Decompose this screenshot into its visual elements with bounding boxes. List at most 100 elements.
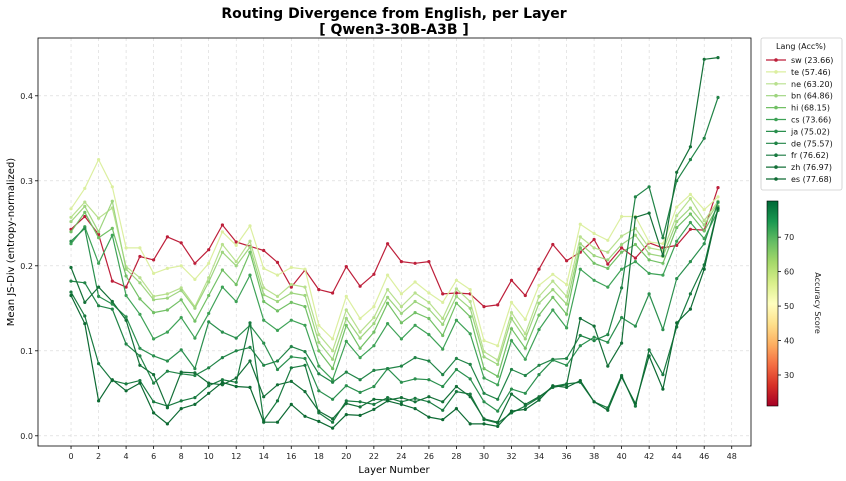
- plot-area: [37, 37, 752, 447]
- data-point-bn: [372, 322, 376, 326]
- y-tick-label: 0.0: [20, 432, 33, 441]
- data-point-bn: [317, 340, 321, 344]
- x-tick-label: 8: [179, 452, 184, 461]
- data-point-sw: [592, 237, 596, 242]
- series-bn: [69, 199, 720, 366]
- data-point-te: [468, 288, 472, 292]
- data-point-fr: [303, 363, 307, 367]
- data-point-ne: [647, 246, 651, 250]
- series-line-ja: [70, 201, 719, 412]
- data-point-ja: [578, 344, 582, 348]
- data-point-cs: [193, 336, 197, 340]
- data-point-te: [262, 266, 266, 270]
- data-point-zh: [358, 405, 362, 409]
- data-point-te: [647, 240, 651, 244]
- data-point-zh: [399, 396, 403, 400]
- x-tick-label: 10: [204, 452, 214, 461]
- chart-subtitle: [ Qwen3-30B-A3B ]: [319, 22, 469, 38]
- data-point-es: [179, 407, 183, 411]
- data-point-te: [152, 271, 156, 275]
- data-point-bn: [248, 245, 252, 249]
- colorbar-tick-label: 60: [784, 268, 794, 277]
- data-point-hi: [110, 226, 114, 230]
- data-point-ja: [441, 384, 445, 389]
- data-point-te: [716, 195, 720, 199]
- legend-label-de: de (75.57): [791, 139, 833, 148]
- data-point-te: [179, 264, 183, 268]
- data-point-es: [537, 398, 541, 402]
- data-point-bn: [592, 254, 596, 258]
- colorbar-ticks: 30 40 50 60 70: [778, 233, 794, 380]
- data-point-zh: [688, 145, 693, 149]
- legend-label-te: te (57.46): [791, 68, 831, 77]
- legend-marker-ne: [774, 82, 778, 86]
- data-point-ja: [468, 377, 472, 381]
- data-point-hi: [509, 327, 514, 331]
- data-point-de: [138, 354, 142, 358]
- data-point-cs: [468, 332, 472, 336]
- legend-label-ja: ja (75.02): [790, 127, 830, 136]
- data-point-zh: [413, 400, 417, 404]
- data-point-te: [441, 300, 445, 304]
- data-point-sw: [386, 242, 390, 246]
- data-point-sw: [509, 278, 514, 282]
- data-point-hi: [688, 212, 693, 216]
- data-point-zh: [262, 395, 266, 399]
- data-point-hi: [165, 308, 169, 312]
- data-point-ja: [179, 348, 183, 352]
- data-point-es: [138, 381, 142, 385]
- data-point-zh: [331, 417, 335, 421]
- data-point-ja: [509, 387, 514, 391]
- x-ticks: 0 2 4 6 8 10 12 14 16 18 20 22 24 26 28 30 32 34 36 38 40 42 4…: [68, 446, 737, 461]
- data-point-zh: [468, 395, 472, 399]
- data-point-ne: [234, 260, 238, 264]
- data-point-fr: [220, 378, 224, 382]
- data-point-zh: [179, 370, 183, 374]
- legend-label-ne: ne (63.20): [791, 80, 833, 89]
- data-point-de: [702, 136, 706, 140]
- data-point-es: [399, 402, 403, 406]
- data-point-hi: [578, 246, 582, 250]
- data-point-de: [454, 356, 458, 361]
- data-point-cs: [69, 242, 73, 246]
- data-point-hi: [234, 282, 238, 287]
- data-point-bn: [386, 295, 390, 299]
- data-point-de: [399, 364, 403, 368]
- data-point-hi: [468, 315, 472, 319]
- data-point-sw: [496, 303, 500, 307]
- data-point-cs: [275, 328, 280, 332]
- data-point-cs: [317, 364, 321, 368]
- data-point-bn: [454, 294, 458, 298]
- data-point-zh: [647, 211, 651, 215]
- data-point-bn: [523, 337, 527, 341]
- data-point-de: [647, 185, 651, 189]
- data-point-cs: [523, 357, 527, 361]
- data-point-cs: [97, 261, 101, 265]
- data-point-bn: [606, 258, 610, 262]
- series-cs: [69, 208, 720, 387]
- data-point-de: [509, 367, 514, 372]
- data-point-fr: [372, 402, 376, 406]
- data-point-ja: [592, 335, 596, 339]
- legend-marker-te: [774, 70, 778, 74]
- data-point-ja: [372, 384, 376, 389]
- data-point-fr: [661, 373, 665, 377]
- data-point-bn: [234, 264, 238, 268]
- data-point-te: [661, 242, 665, 246]
- legend-title: Lang (Acc%): [776, 42, 826, 51]
- data-point-ja: [537, 373, 541, 377]
- data-point-te: [303, 267, 307, 271]
- x-tick-label: 46: [699, 452, 709, 461]
- data-point-es: [578, 379, 582, 383]
- data-point-bn: [620, 242, 624, 247]
- data-point-ja: [399, 380, 403, 384]
- data-point-zh: [523, 402, 527, 406]
- data-point-sw: [413, 261, 417, 265]
- data-point-es: [317, 419, 321, 423]
- data-point-hi: [262, 299, 266, 304]
- legend-marker-fr: [774, 153, 778, 157]
- data-point-hi: [193, 319, 197, 323]
- data-point-de: [344, 370, 348, 374]
- data-point-de: [620, 286, 624, 290]
- data-point-es: [496, 424, 500, 428]
